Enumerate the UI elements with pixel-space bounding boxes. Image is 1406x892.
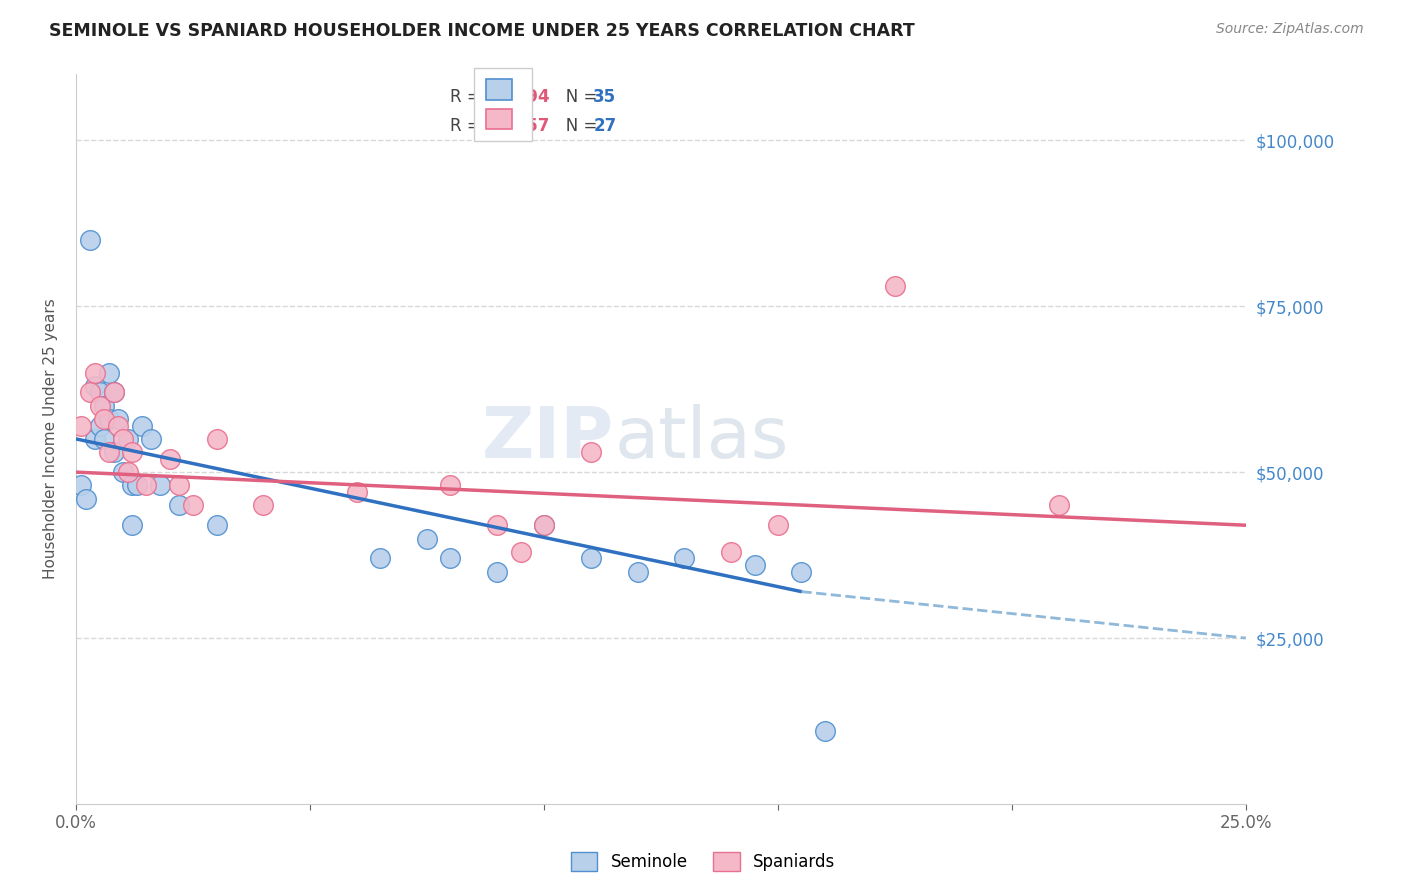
Point — [75, 491, 97, 506]
Point — [70, 418, 93, 433]
Point — [89, 385, 111, 400]
Point — [579, 551, 602, 566]
Point — [121, 445, 143, 459]
Point — [89, 399, 111, 413]
Text: R =: R = — [450, 88, 486, 106]
Point — [533, 518, 555, 533]
Point — [790, 565, 813, 579]
Point — [125, 478, 148, 492]
Point — [167, 478, 190, 492]
Point — [1047, 499, 1070, 513]
Point — [139, 432, 162, 446]
Point — [205, 518, 228, 533]
Text: R =: R = — [450, 118, 486, 136]
Point — [83, 379, 105, 393]
Point — [252, 499, 274, 513]
Point — [93, 412, 115, 426]
Point — [79, 233, 101, 247]
Point — [509, 545, 531, 559]
Point — [149, 478, 172, 492]
Text: -0.157: -0.157 — [491, 118, 550, 136]
Point — [673, 551, 696, 566]
Point — [346, 485, 368, 500]
Point — [117, 432, 139, 446]
Point — [181, 499, 204, 513]
Point — [131, 418, 153, 433]
Point — [167, 499, 190, 513]
Point — [79, 385, 101, 400]
Point — [111, 465, 134, 479]
Point — [111, 432, 134, 446]
Point — [89, 418, 111, 433]
Point — [97, 445, 120, 459]
Point — [103, 385, 125, 400]
Point — [103, 445, 125, 459]
Text: ZIP: ZIP — [482, 404, 614, 474]
Point — [439, 478, 461, 492]
Point — [416, 532, 439, 546]
Point — [814, 723, 837, 738]
Point — [97, 366, 120, 380]
Point — [93, 399, 115, 413]
Point — [107, 418, 129, 433]
Point — [117, 465, 139, 479]
Point — [97, 412, 120, 426]
Point — [121, 518, 143, 533]
Point — [744, 558, 766, 572]
Point — [579, 445, 602, 459]
Point — [103, 385, 125, 400]
Text: 35: 35 — [593, 88, 616, 106]
Text: N =: N = — [550, 118, 603, 136]
Text: 27: 27 — [593, 118, 616, 136]
Point — [93, 432, 115, 446]
Point — [766, 518, 789, 533]
Point — [486, 518, 509, 533]
Point — [159, 451, 181, 466]
Text: SEMINOLE VS SPANIARD HOUSEHOLDER INCOME UNDER 25 YEARS CORRELATION CHART: SEMINOLE VS SPANIARD HOUSEHOLDER INCOME … — [49, 22, 915, 40]
Point — [121, 478, 143, 492]
Point — [70, 478, 93, 492]
Point — [533, 518, 555, 533]
Point — [368, 551, 391, 566]
Text: atlas: atlas — [614, 404, 789, 474]
Point — [83, 366, 105, 380]
Text: -0.294: -0.294 — [491, 88, 550, 106]
Point — [83, 432, 105, 446]
Point — [486, 565, 509, 579]
Point — [107, 412, 129, 426]
Y-axis label: Householder Income Under 25 years: Householder Income Under 25 years — [44, 299, 58, 579]
Point — [135, 478, 157, 492]
Legend: , : , — [474, 68, 533, 141]
Point — [627, 565, 650, 579]
Point — [884, 279, 907, 293]
Legend: Seminole, Spaniards: Seminole, Spaniards — [562, 843, 844, 880]
Text: Source: ZipAtlas.com: Source: ZipAtlas.com — [1216, 22, 1364, 37]
Text: N =: N = — [550, 88, 603, 106]
Point — [720, 545, 742, 559]
Point — [439, 551, 461, 566]
Point — [205, 432, 228, 446]
